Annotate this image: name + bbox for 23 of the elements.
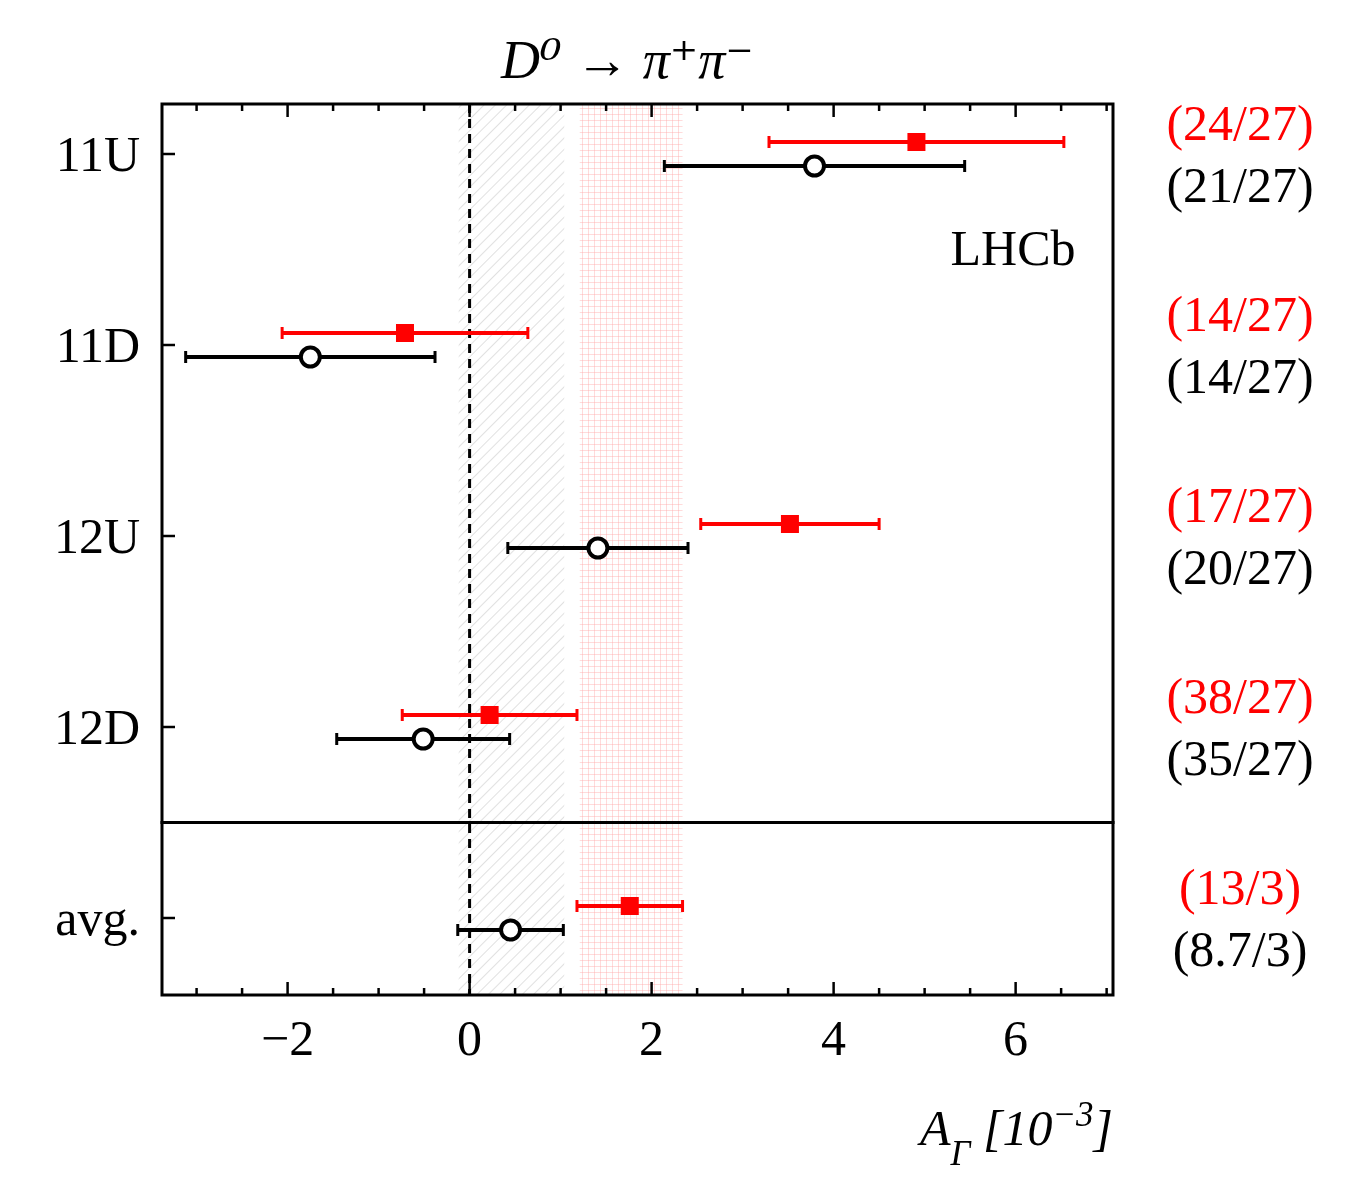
y-tick-label: 11U — [55, 126, 140, 182]
y-tick-label: 12D — [53, 699, 140, 755]
x-axis-title: A$_{Γ}$ [10$^{−3}$] — [916, 1094, 1113, 1173]
text: (14/27) — [1166, 348, 1314, 405]
text: (14/27) — [1166, 285, 1314, 342]
text: (21/27) — [1166, 157, 1314, 214]
text: (35/27) — [1166, 730, 1314, 787]
text: (38/27) — [1166, 667, 1314, 724]
annotation: LHCb — [950, 220, 1076, 276]
x-tick-label: 0 — [457, 1010, 483, 1066]
x-tick-label: 4 — [821, 1010, 847, 1066]
text: (17/27) — [1166, 476, 1314, 533]
x-tick-label: −2 — [260, 1010, 315, 1066]
chart-title: D⁰ → π⁺π⁻ — [500, 30, 754, 90]
text: (24/27) — [1166, 94, 1314, 151]
text: (8.7/3) — [1172, 921, 1308, 978]
text: (20/27) — [1166, 539, 1314, 596]
y-tick-label: 11D — [55, 317, 140, 373]
x-tick-label: 6 — [1003, 1010, 1029, 1066]
y-tick-label: avg. — [55, 890, 140, 946]
y-tick-label: 12U — [53, 508, 140, 564]
text: (13/3) — [1178, 858, 1302, 915]
x-tick-label: 2 — [639, 1010, 665, 1066]
